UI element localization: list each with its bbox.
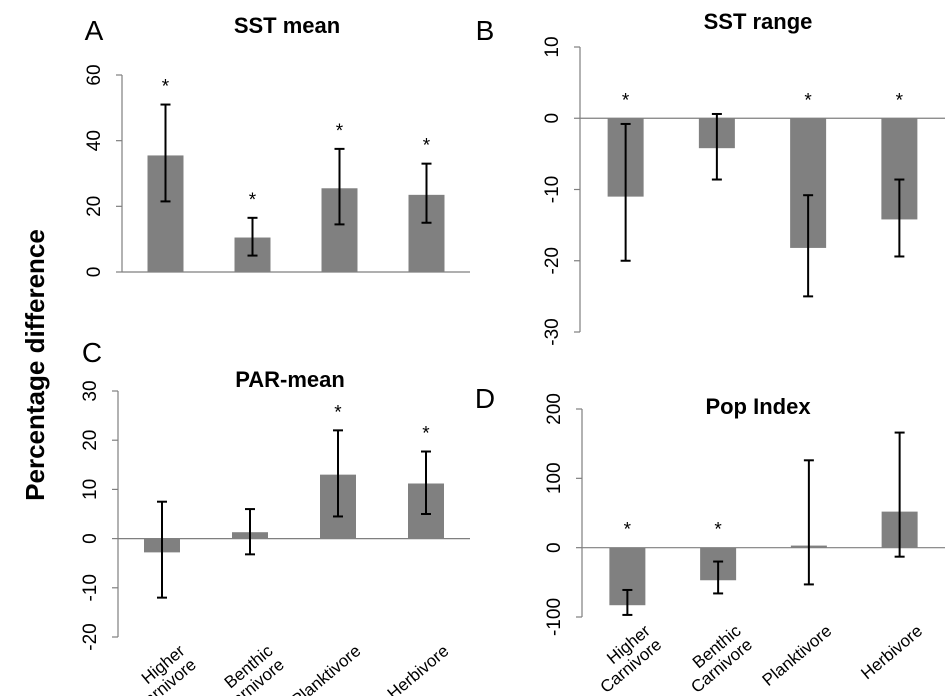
y-axis-label: Percentage difference xyxy=(20,229,50,501)
y-tick-label: -20 xyxy=(542,247,563,274)
y-tick-label: 0 xyxy=(80,533,101,544)
category-label: HigherCarnivore xyxy=(585,621,665,696)
y-tick-label: 40 xyxy=(84,130,105,151)
panel-d: D Pop Index -100 0 100 200 * HigherCarnivore * Be… xyxy=(475,383,945,696)
significance-star: * xyxy=(896,90,904,111)
panel-title: Pop Index xyxy=(705,394,811,419)
category-label-line: Planktivore xyxy=(759,621,836,690)
y-tick-label: 10 xyxy=(80,479,101,500)
y-tick-label: -10 xyxy=(542,176,563,203)
significance-star: * xyxy=(249,190,257,211)
category-label: Herbivore xyxy=(857,621,926,683)
significance-star: * xyxy=(804,90,812,111)
category-label-line: Planktivore xyxy=(288,641,365,696)
y-tick-label: 20 xyxy=(80,430,101,451)
category-label: Herbivore xyxy=(384,641,453,696)
significance-star: * xyxy=(622,90,630,111)
panel-title: SST mean xyxy=(234,13,340,38)
category-label: BenthicCarnivore xyxy=(676,621,757,696)
panel-a: A SST mean 0 20 40 60 * * * * xyxy=(84,13,470,277)
panel-letter: C xyxy=(82,337,102,368)
significance-star: * xyxy=(334,402,342,423)
panel-letter: D xyxy=(475,383,495,414)
panel-c: C PAR-mean -20 -10 0 10 20 30 HigherCarnivore Ben… xyxy=(80,337,470,696)
panel-title: PAR-mean xyxy=(235,367,345,392)
category-label-line: Herbivore xyxy=(384,641,453,696)
y-tick-label: 0 xyxy=(542,113,563,124)
y-tick-label: -20 xyxy=(80,623,101,650)
category-label: Planktivore xyxy=(288,641,365,696)
panel-letter: A xyxy=(85,15,104,46)
category-label: BenthicCarnivore xyxy=(208,641,289,696)
y-tick-label: 10 xyxy=(542,36,563,57)
y-tick-label: -100 xyxy=(544,598,565,636)
significance-star: * xyxy=(336,121,344,142)
y-tick-label: 0 xyxy=(544,542,565,553)
y-tick-label: 200 xyxy=(544,393,565,425)
significance-star: * xyxy=(162,77,170,98)
category-label: HigherCarnivore xyxy=(120,641,200,696)
panel-letter: B xyxy=(476,15,495,46)
y-tick-label: -10 xyxy=(80,574,101,601)
y-tick-label: 30 xyxy=(80,380,101,401)
panel-title: SST range xyxy=(704,9,813,34)
category-label: Planktivore xyxy=(759,621,836,690)
y-tick-label: -30 xyxy=(542,318,563,345)
category-label-line: Herbivore xyxy=(857,621,926,683)
significance-star: * xyxy=(624,520,632,541)
significance-star: * xyxy=(422,424,430,445)
significance-star: * xyxy=(714,520,722,541)
y-tick-label: 60 xyxy=(84,64,105,85)
y-tick-label: 100 xyxy=(544,462,565,494)
y-tick-label: 20 xyxy=(84,196,105,217)
significance-star: * xyxy=(423,136,431,157)
panel-b: B SST range -30 -20 -10 0 10 * * * xyxy=(476,9,945,346)
y-tick-label: 0 xyxy=(84,267,105,278)
